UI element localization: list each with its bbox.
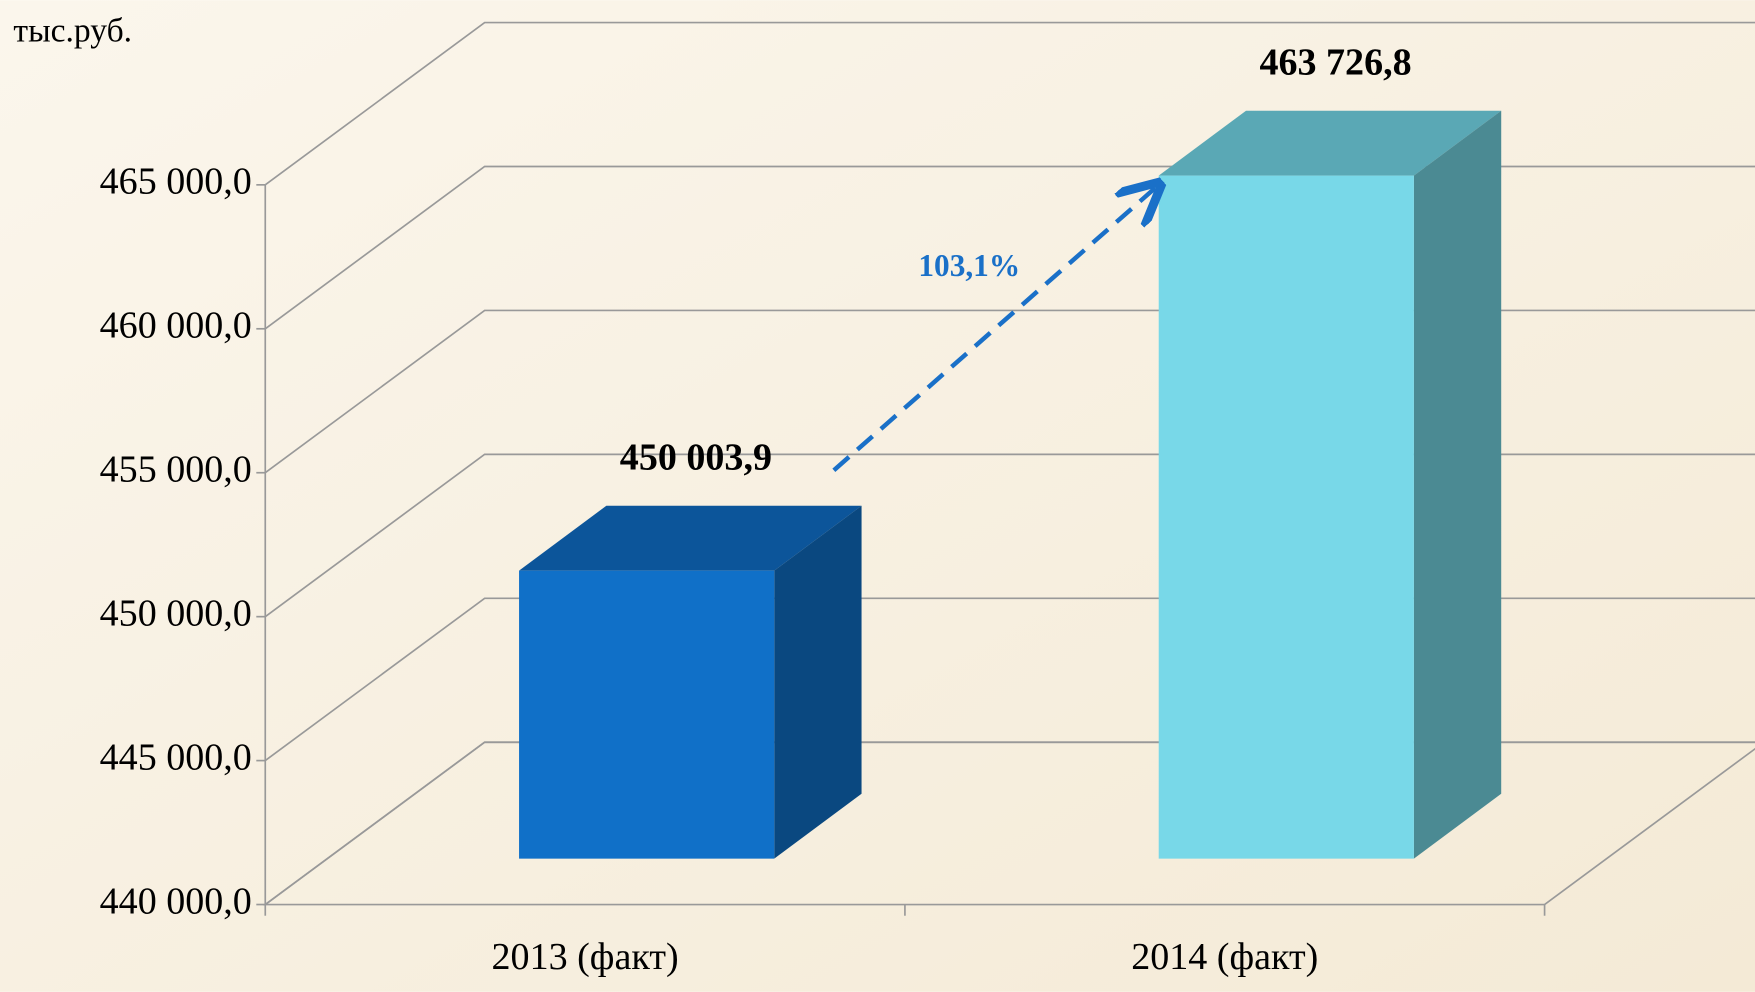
grid-line (264, 21, 1755, 186)
y-tick-label: 445 000,0 (100, 736, 252, 778)
y-tick-label: 455 000,0 (100, 448, 252, 490)
growth-arrow (832, 187, 1156, 472)
bar (519, 570, 775, 859)
y-tick-label: 460 000,0 (100, 305, 252, 347)
value-label: 463 726,8 (1259, 42, 1411, 84)
y-tick-label: 465 000,0 (100, 161, 252, 203)
bar-top (519, 505, 862, 571)
bar-side (1413, 110, 1502, 859)
bar-side (774, 505, 862, 859)
unit-label: тыс.руб. (13, 12, 132, 49)
value-label: 450 003,9 (620, 437, 772, 479)
growth-annotation: 103,1% (918, 248, 1020, 283)
y-tick-label: 450 000,0 (100, 592, 252, 634)
y-tick-label: 440 000,0 (100, 880, 252, 922)
x-tick-label: 2014 (факт) (1131, 936, 1318, 978)
bar-top (1158, 110, 1502, 176)
x-tick-label: 2013 (факт) (492, 936, 679, 978)
bar (1158, 175, 1414, 859)
